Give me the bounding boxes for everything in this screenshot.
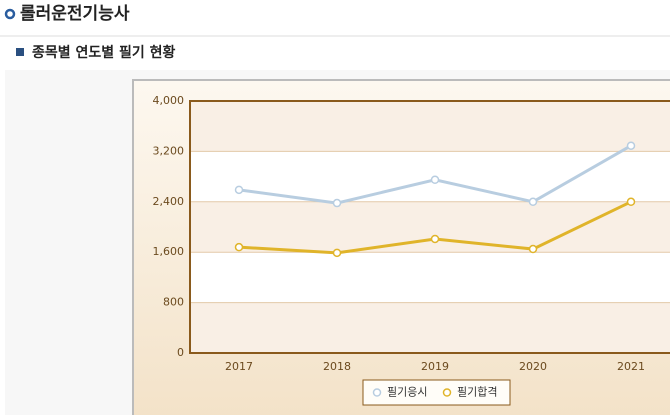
- legend-label: 필기응시: [387, 386, 427, 399]
- y-tick-label: 0: [177, 346, 184, 359]
- legend-box: [362, 379, 511, 406]
- legend-marker: [442, 388, 452, 397]
- point: [626, 197, 636, 207]
- y-tick-label: 3,200: [153, 144, 185, 157]
- y-tick-label: 800: [163, 296, 184, 309]
- point: [234, 185, 244, 195]
- point: [430, 175, 440, 184]
- legend-label: 필기합격: [457, 386, 497, 399]
- subtitle-icon: [16, 48, 24, 56]
- point: [626, 141, 636, 150]
- chart: 0 800 1,600 2,400 3,200 4,000 2017 2018 2019 2020…: [153, 94, 670, 406]
- x-tick-label: 2021: [617, 360, 645, 373]
- section-title: 종목별 연도별 필기 현황: [32, 44, 176, 61]
- y-tick-label: 1,600: [153, 245, 185, 258]
- x-tick-label: 2017: [225, 360, 253, 373]
- title-icon: [4, 8, 16, 20]
- point: [332, 198, 342, 208]
- plot-border: [189, 100, 670, 354]
- point: [430, 234, 440, 244]
- page-title: 롤러운전기능사: [20, 4, 130, 24]
- point: [528, 244, 538, 254]
- point: [332, 248, 342, 258]
- x-tick-label: 2019: [421, 360, 449, 373]
- y-tick-label: 2,400: [153, 195, 185, 208]
- point: [234, 242, 244, 252]
- y-tick-label: 4,000: [153, 94, 185, 107]
- x-tick-label: 2018: [323, 360, 351, 373]
- plot-band: [190, 101, 670, 152]
- legend-marker: [372, 388, 382, 397]
- plot-band: [190, 302, 670, 353]
- x-tick-label: 2020: [519, 360, 547, 373]
- plot-band: [190, 201, 670, 253]
- point: [528, 197, 538, 207]
